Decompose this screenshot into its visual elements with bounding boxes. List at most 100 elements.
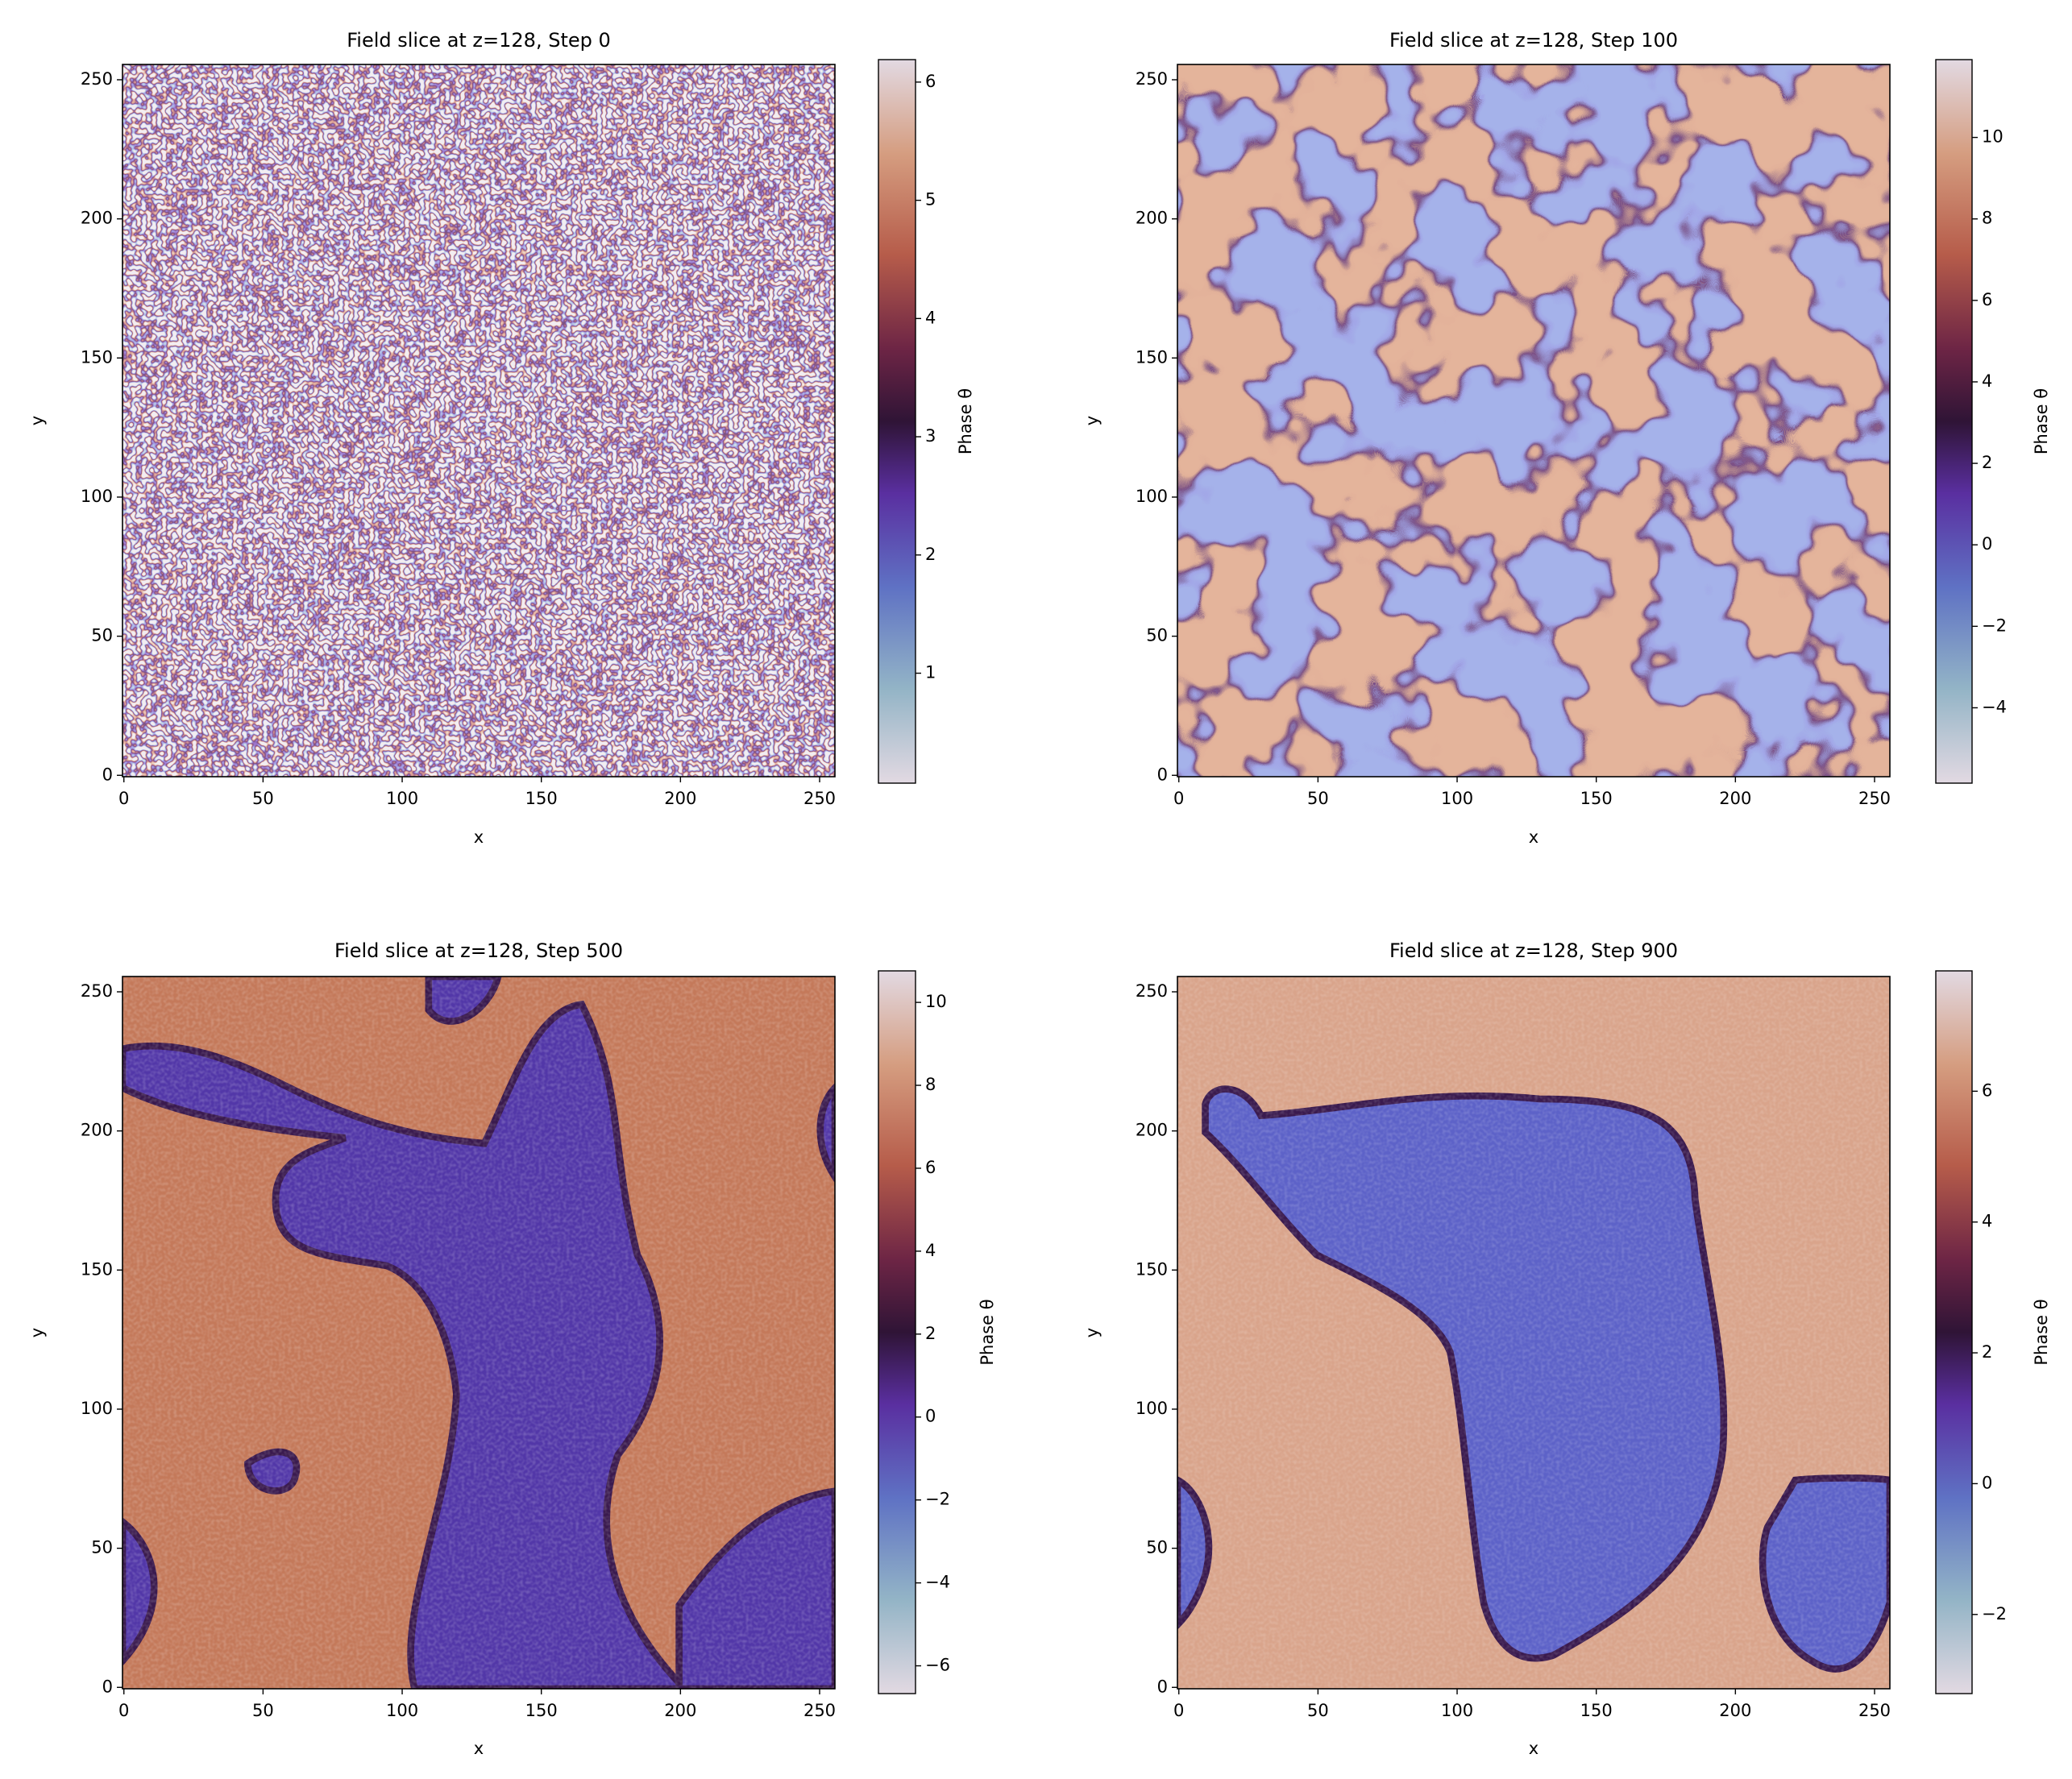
x-tick-label: 250: [1858, 789, 1891, 808]
colorbar-tick-label: 2: [925, 545, 936, 564]
heatmap: [1177, 977, 1890, 1689]
colorbar-tick-label: −2: [925, 1490, 950, 1509]
y-tick-label: 250: [1136, 69, 1168, 89]
y-tick-label: 200: [81, 1121, 113, 1140]
axes-frame: [122, 64, 836, 778]
field-image: [1177, 64, 1890, 777]
colorbar-tick-label: −4: [1982, 697, 2007, 716]
x-tick-label: 100: [386, 1701, 418, 1720]
y-tick-label: 200: [1136, 209, 1168, 228]
y-tick-label: 100: [1136, 1399, 1168, 1418]
y-tick-label: 100: [1136, 487, 1168, 506]
y-tick-label: 0: [102, 1677, 113, 1696]
colorbar-tick-label: 2: [1982, 453, 1992, 472]
y-axis-label: y: [1082, 416, 1102, 425]
colorbar-tick-label: 10: [925, 992, 947, 1011]
colorbar-tick-label: 3: [925, 426, 936, 446]
x-tick-label: 250: [803, 1701, 836, 1720]
x-tick-label: 250: [803, 789, 836, 808]
x-tick-label: 100: [1441, 789, 1473, 808]
x-tick-label: 50: [252, 789, 274, 808]
field-grain: [122, 977, 835, 1689]
y-tick-label: 250: [81, 69, 113, 89]
heatmap: [122, 977, 835, 1689]
x-tick-label: 50: [252, 1701, 274, 1720]
colorbar-tick-label: 6: [925, 1158, 936, 1177]
x-tick-label: 50: [1307, 789, 1329, 808]
y-tick-label: 0: [102, 765, 113, 784]
y-tick-label: 50: [91, 1538, 113, 1557]
field-image: [122, 64, 835, 777]
title: Field slice at z=128, Step 0: [347, 29, 611, 52]
colorbar: [878, 59, 916, 784]
title: Field slice at z=128, Step 900: [1389, 939, 1678, 962]
x-tick-label: 150: [525, 789, 558, 808]
y-tick-label: 150: [81, 347, 113, 367]
title: Field slice at z=128, Step 100: [1389, 29, 1678, 52]
colorbar-tick-label: 4: [1982, 371, 1992, 391]
colorbar-tick-label: 0: [1982, 1473, 1992, 1492]
y-tick-label: 250: [1136, 981, 1168, 1001]
y-tick-label: 50: [1146, 1538, 1168, 1557]
y-tick-label: 250: [81, 981, 113, 1001]
y-axis-label: y: [27, 1328, 47, 1337]
colorbar-tick-label: 8: [925, 1075, 936, 1094]
x-tick-label: 0: [118, 1701, 129, 1720]
y-tick-label: 0: [1157, 1677, 1168, 1696]
y-tick-label: 150: [1136, 1259, 1168, 1279]
colorbar-tick-label: 6: [925, 72, 936, 91]
colorbar: [878, 970, 916, 1694]
x-tick-label: 0: [1173, 789, 1184, 808]
y-tick-label: 100: [81, 487, 113, 506]
colorbar-label: Phase θ: [978, 1299, 997, 1365]
heatmap: [1177, 64, 1890, 777]
y-tick-label: 200: [81, 209, 113, 228]
x-tick-label: 200: [664, 789, 696, 808]
colorbar-tick-label: −6: [925, 1656, 950, 1675]
colorbar-label: Phase θ: [956, 388, 975, 454]
heatmap: [122, 64, 835, 777]
colorbar-tick-label: −2: [1982, 1604, 2007, 1623]
colorbar: [1935, 59, 1973, 784]
colorbar: [1935, 970, 1973, 1694]
colorbar-tick-label: 6: [1982, 290, 1992, 309]
y-tick-label: 50: [91, 626, 113, 645]
x-tick-label: 50: [1307, 1701, 1329, 1720]
title: Field slice at z=128, Step 500: [334, 939, 623, 962]
x-axis-label: x: [1529, 1739, 1538, 1758]
x-tick-label: 150: [525, 1701, 558, 1720]
colorbar-tick-label: 10: [1982, 127, 2003, 147]
colorbar-tick-label: 0: [925, 1407, 936, 1426]
colorbar-label: Phase θ: [2032, 388, 2051, 454]
axes-frame: [1177, 976, 1891, 1690]
y-tick-label: 50: [1146, 626, 1168, 645]
x-axis-label: x: [474, 827, 484, 847]
x-tick-label: 200: [664, 1701, 696, 1720]
colorbar-tick-label: 6: [1982, 1080, 1992, 1100]
y-tick-label: 100: [81, 1399, 113, 1418]
colorbar-tick-label: 0: [1982, 534, 1992, 554]
y-axis-label: y: [1082, 1328, 1102, 1337]
y-tick-label: 150: [81, 1259, 113, 1279]
colorbar-tick-label: 4: [1982, 1212, 1992, 1231]
colorbar-tick-label: 4: [925, 1241, 936, 1260]
x-tick-label: 250: [1858, 1701, 1891, 1720]
colorbar-tick-label: 4: [925, 308, 936, 327]
x-tick-label: 200: [1719, 1701, 1751, 1720]
y-tick-label: 150: [1136, 347, 1168, 367]
x-tick-label: 200: [1719, 789, 1751, 808]
y-axis-label: y: [27, 416, 47, 425]
x-tick-label: 0: [1173, 1701, 1184, 1720]
colorbar-tick-label: 5: [925, 190, 936, 209]
x-axis-label: x: [1529, 827, 1538, 847]
axes-frame: [122, 976, 836, 1690]
x-tick-label: 0: [118, 789, 129, 808]
colorbar-tick-label: 1: [925, 663, 936, 682]
x-tick-label: 100: [1441, 1701, 1473, 1720]
y-tick-label: 200: [1136, 1121, 1168, 1140]
x-axis-label: x: [474, 1739, 484, 1758]
colorbar-label: Phase θ: [2032, 1299, 2051, 1365]
axes-frame: [1177, 64, 1891, 778]
field-grain: [1177, 977, 1890, 1689]
